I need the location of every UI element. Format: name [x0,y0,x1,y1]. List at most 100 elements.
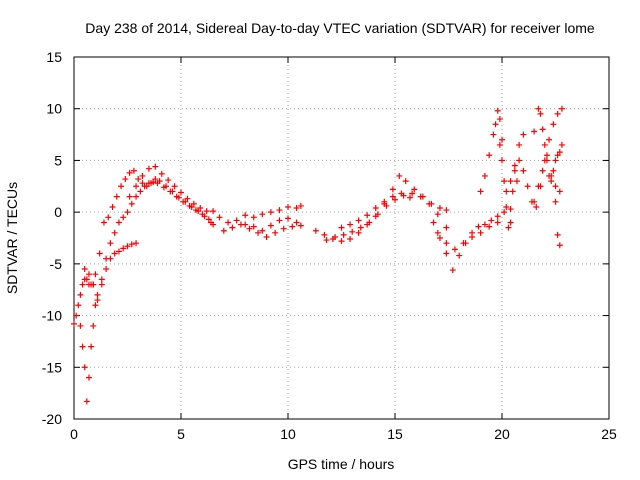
data-point [469,233,476,240]
series-outliers [531,128,563,249]
x-tick-label: 15 [387,426,403,442]
y-axis-title: SDTVAR / TECUs [4,182,20,294]
data-point [531,128,538,135]
y-tick-label: 5 [54,152,62,168]
data-point [501,209,508,216]
data-point [107,240,114,247]
data-point [152,176,159,183]
data-point [111,229,118,236]
data-point [272,229,279,236]
data-point [94,297,101,304]
data-point [402,178,409,185]
data-point [340,231,347,238]
data-point [389,193,396,200]
data-point [501,178,508,185]
data-point [83,276,90,283]
data-point [103,266,110,273]
data-point [118,183,125,190]
data-point [494,219,501,226]
axis-ticks: 0 5 10 15 20 25 -20 -15 -10 -5 0 5 10 15 [42,49,617,442]
data-point [184,195,191,202]
data-point [133,193,140,200]
data-point [165,177,172,184]
data-point [180,198,187,205]
data-point [225,219,232,226]
data-point [229,224,236,231]
data-point [505,224,512,231]
data-point [139,172,146,179]
data-point [158,170,165,177]
y-tick-label: 0 [54,204,62,220]
data-point [492,121,499,128]
series-arc6 [220,221,304,240]
data-point [383,202,390,209]
data-point [145,180,152,187]
y-tick-label: 15 [46,49,62,65]
data-point [347,221,354,228]
data-point [75,302,82,309]
data-point [486,223,493,230]
data-point [535,105,542,112]
data-point [85,374,92,381]
data-point [443,240,450,247]
series-arc17 [531,152,563,205]
data-point [77,322,84,329]
data-point [554,231,561,238]
data-point [511,167,518,174]
series-arc14 [496,131,527,231]
data-point [503,188,510,195]
data-point [73,312,80,319]
data-point [133,183,140,190]
data-point [199,211,206,218]
data-point [511,162,518,169]
data-point [409,190,416,197]
data-point [496,116,503,123]
data-point [552,157,559,164]
data-point [150,179,157,186]
data-point [539,167,546,174]
data-point [263,233,270,240]
data-point [293,219,300,226]
data-point [513,178,520,185]
data-point [190,200,197,207]
data-point [128,200,135,207]
data-point [79,281,86,288]
data-point [135,176,142,183]
data-point [276,207,283,214]
data-point [312,227,319,234]
data-point [85,271,92,278]
data-point [79,343,86,350]
data-point [494,107,501,114]
data-point [520,131,527,138]
x-tick-label: 10 [280,426,296,442]
data-point [381,198,388,205]
data-point [280,225,287,232]
data-point [90,322,97,329]
series-arc4 [126,163,217,215]
series-arc2 [77,179,217,405]
data-point [554,110,561,117]
data-point [550,167,557,174]
data-point [430,219,437,226]
data-point [137,188,144,195]
data-point [92,271,99,278]
data-point [443,207,450,214]
data-point [267,222,274,229]
data-point [126,193,133,200]
data-point [426,200,433,207]
x-tick-label: 5 [177,426,185,442]
data-point [499,157,505,164]
data-point [145,165,152,172]
data-point [486,152,493,159]
series-arc11 [430,206,514,274]
data-point [113,193,120,200]
data-point [406,194,413,201]
data-point [98,276,105,283]
data-point [250,223,257,230]
data-point [285,203,291,210]
data-point [516,157,523,164]
chart-title: Day 238 of 2014, Sidereal Day-to-day VTE… [85,20,595,36]
data-point [115,219,122,226]
data-point [494,213,501,220]
data-point [475,223,482,230]
